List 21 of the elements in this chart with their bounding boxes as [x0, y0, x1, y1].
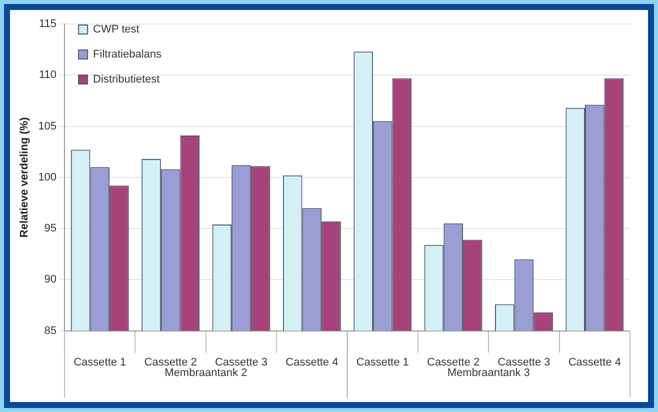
x-tick-label: Cassette 3 — [214, 356, 268, 368]
x-tick-label: Cassette 1 — [74, 356, 126, 368]
text: Membraantank 3 — [447, 366, 530, 379]
y-tick-label: 90 — [44, 274, 57, 286]
x-tick-label: Cassette 3 — [498, 356, 550, 368]
y-axis-title: Relatieve verdeling (%) — [18, 116, 31, 238]
legend-label: Distributietest — [93, 74, 160, 86]
y-tick-label: 110 — [39, 69, 57, 82]
text: Membraantank 2 — [164, 366, 248, 379]
x-tick-label: Cassette 4 — [286, 356, 338, 368]
y-tick-label: 95 — [44, 222, 57, 235]
y-tick-label: 85 — [44, 324, 57, 337]
y-tick-label: 100 — [38, 171, 57, 184]
x-tick-label: Cassette 2 — [144, 356, 197, 368]
legend-label: CWP test — [93, 24, 140, 36]
y-tick-label: 115 — [39, 18, 57, 30]
x-tick-label: Cassette 1 — [356, 356, 409, 368]
x-tick-label: Cassette 2 — [427, 356, 480, 368]
legend-label: Filtratiebalans — [93, 48, 162, 61]
x-tick-label: Cassette 4 — [568, 356, 621, 368]
y-tick-label: 105 — [38, 120, 57, 132]
